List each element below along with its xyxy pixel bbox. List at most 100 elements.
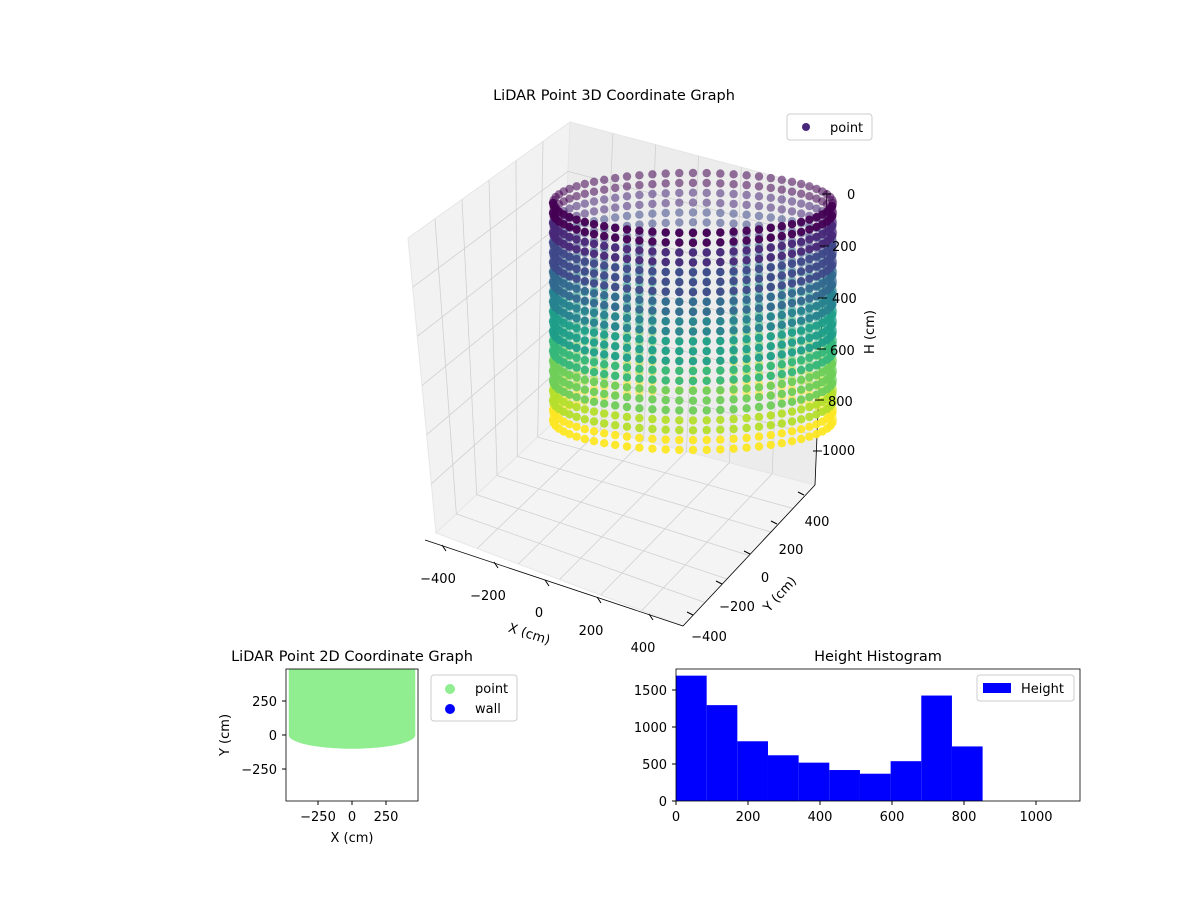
cloud-point — [729, 247, 738, 256]
cloud-point — [777, 350, 786, 359]
cloud-point — [812, 222, 821, 232]
cloud-point — [572, 235, 581, 244]
cloud-point — [742, 305, 751, 314]
cloud-point — [600, 175, 609, 184]
cloud-point — [702, 297, 711, 307]
plot-2d: LiDAR Point 2D Coordinate Graph −250 0 2… — [218, 649, 518, 846]
cloud-point — [611, 292, 620, 302]
cloud-point — [622, 333, 632, 343]
cloud-point — [729, 296, 738, 305]
cloud-point — [622, 314, 632, 323]
cloud-point — [766, 183, 775, 193]
cloud-point — [742, 364, 751, 373]
cloud-point — [580, 199, 589, 208]
cloud-point — [688, 366, 698, 376]
cloud-point — [589, 427, 599, 436]
cloud-point — [777, 429, 786, 438]
cloud-point — [688, 307, 698, 317]
cloud-point — [648, 257, 657, 266]
cloud-point — [805, 324, 814, 333]
cloud-point — [675, 208, 684, 217]
cloud-point — [766, 173, 775, 183]
cloud-point — [805, 254, 814, 264]
cloud-point — [622, 284, 632, 293]
cloud-point — [572, 264, 581, 274]
cloud-point — [688, 327, 698, 336]
cloud-point — [600, 320, 609, 329]
cloud-point — [729, 345, 738, 355]
cloud-point — [565, 331, 574, 340]
cloud-point — [611, 421, 620, 430]
cloud-point — [648, 336, 657, 345]
cloud-point — [688, 347, 698, 356]
cloud-point — [805, 353, 814, 362]
cloud-point — [797, 425, 806, 434]
cloud-point — [589, 368, 599, 377]
cloud-point — [805, 182, 814, 191]
cloud-point — [742, 433, 751, 443]
cloud-point — [688, 435, 698, 445]
cloud-point — [716, 257, 725, 267]
cloud-point — [589, 197, 599, 206]
cloud-point — [572, 343, 581, 353]
cloud-point — [611, 302, 620, 312]
cloud-point — [675, 218, 684, 227]
cloud-point — [661, 287, 670, 296]
cloud-point — [635, 423, 644, 433]
cloud-point — [572, 412, 581, 422]
cloud-point — [812, 212, 821, 222]
cloud-point — [729, 286, 738, 296]
cloud-point — [589, 348, 599, 357]
cloud-point — [635, 374, 644, 383]
x-tick-label: 250 — [374, 810, 399, 825]
cloud-point — [766, 302, 775, 312]
cloud-point — [766, 223, 775, 233]
cloud-point — [589, 269, 599, 278]
cloud-point — [812, 341, 821, 350]
cloud-point — [589, 298, 599, 308]
x-tick-label: 0 — [348, 810, 356, 825]
cloud-point — [675, 168, 684, 178]
cloud-point — [702, 228, 711, 238]
cloud-point — [611, 411, 620, 420]
cloud-point — [702, 248, 711, 257]
cloud-point — [702, 425, 711, 435]
cloud-point — [675, 376, 684, 385]
cloud-point — [754, 201, 764, 211]
cloud-point — [688, 208, 698, 217]
cloud-point — [777, 195, 786, 204]
cloud-point — [754, 323, 764, 333]
cloud-point — [572, 422, 581, 431]
cloud-point — [675, 228, 684, 238]
cloud-point — [702, 278, 711, 287]
cloud-point — [600, 222, 609, 231]
cloud-point — [742, 220, 751, 229]
histogram-bar — [859, 773, 891, 801]
y-tick-mark — [770, 520, 778, 525]
cloud-point — [742, 180, 751, 190]
cloud-point — [787, 220, 797, 229]
cloud-point — [661, 366, 670, 375]
cloud-point — [797, 395, 806, 404]
cloud-point — [589, 177, 599, 186]
cloud-point — [812, 331, 821, 340]
cloud-point — [600, 419, 609, 428]
cloud-point — [565, 400, 574, 409]
cloud-point — [675, 287, 684, 297]
cloud-point — [675, 307, 684, 316]
cloud-point — [589, 249, 599, 258]
cloud-point — [580, 434, 589, 444]
cloud-point — [572, 245, 581, 254]
plot-3d-legend: point — [786, 113, 873, 141]
cloud-point — [661, 356, 670, 365]
cloud-point — [729, 276, 738, 286]
plot-3d-x-axis-line — [424, 539, 684, 627]
plot-2d-x-axis-label: X (cm) — [331, 831, 374, 846]
cloud-point — [805, 201, 814, 211]
cloud-point — [635, 256, 644, 265]
cloud-point — [754, 284, 764, 293]
cloud-point — [600, 350, 609, 359]
cloud-point — [580, 316, 589, 325]
cloud-point — [688, 416, 698, 425]
cloud-point — [766, 263, 775, 272]
